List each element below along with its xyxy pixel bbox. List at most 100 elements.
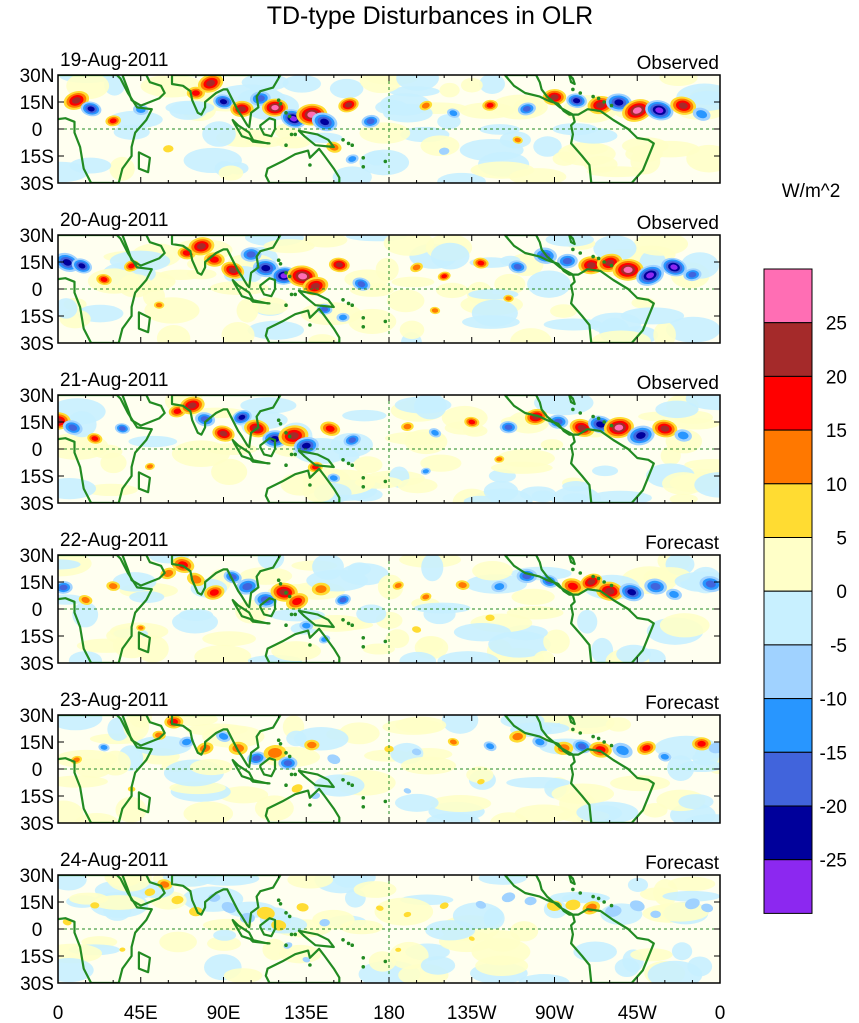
coastlines: [58, 75, 655, 183]
island: [578, 571, 583, 575]
contour-band: [138, 625, 144, 630]
weak-anomaly: [223, 968, 263, 983]
contour-band: [376, 905, 384, 911]
negative-anomaly: [302, 957, 311, 963]
negative-anomaly: [361, 114, 380, 128]
lat-label: 30S: [20, 654, 54, 675]
positive-anomaly: [230, 100, 254, 118]
island: [289, 612, 294, 617]
island: [361, 956, 366, 960]
longitude-axis: 0 45E 90E 135E 180 135W 90W 45W 0: [53, 1003, 726, 1023]
contour-band: [301, 442, 311, 449]
positive-anomaly: [188, 237, 215, 256]
panel-date: 21-Aug-2011: [60, 370, 168, 391]
weak-anomaly: [621, 307, 685, 325]
negative-anomaly: [195, 412, 216, 427]
positive-anomaly: [447, 737, 460, 747]
weak-anomaly: [210, 280, 269, 296]
olr-field: [58, 875, 720, 983]
weak-anomaly: [421, 555, 444, 582]
panel-date: 23-Aug-2011: [60, 690, 168, 711]
weak-anomaly: [466, 766, 494, 783]
positive-anomaly: [596, 581, 624, 601]
weak-anomaly: [399, 320, 425, 340]
panel-kind: Observed: [637, 213, 719, 234]
island: [361, 805, 366, 809]
weak-anomaly: [159, 931, 197, 953]
negative-anomaly: [327, 754, 341, 765]
contour-band: [573, 98, 581, 104]
contour-band: [705, 580, 716, 588]
weak-anomaly: [416, 636, 444, 652]
positive-anomaly: [320, 421, 341, 436]
contour-band: [320, 118, 330, 126]
contour-band: [422, 469, 429, 474]
weak-anomaly: [533, 650, 555, 663]
positive-anomaly: [512, 136, 523, 144]
weak-anomaly: [117, 273, 153, 298]
contour-band: [78, 263, 86, 269]
olr-field: [58, 395, 720, 503]
positive-anomaly: [403, 911, 412, 918]
lat-label: 30N: [20, 226, 55, 247]
contour-band: [59, 584, 68, 591]
coastline: [264, 787, 341, 823]
weak-anomaly: [550, 304, 577, 318]
contour-band: [696, 110, 708, 119]
weak-anomaly: [257, 555, 285, 570]
positive-anomaly: [468, 936, 475, 941]
contour-band: [565, 899, 581, 911]
weak-anomaly: [183, 801, 234, 823]
weak-anomaly: [439, 82, 460, 98]
contour-band: [477, 260, 485, 266]
positive-anomaly: [263, 744, 287, 761]
weak-anomaly: [374, 897, 434, 926]
island: [293, 612, 298, 617]
positive-anomaly: [197, 75, 224, 93]
units-label: W/m^2: [782, 181, 841, 202]
contour-band: [614, 99, 624, 106]
weak-anomaly: [342, 409, 387, 422]
coastline: [121, 875, 166, 907]
weak-anomaly: [362, 643, 395, 655]
island: [284, 783, 288, 787]
weak-anomaly: [479, 75, 505, 94]
lon-label: 90W: [535, 1003, 574, 1023]
negative-anomaly: [311, 112, 338, 132]
contour-band: [384, 745, 394, 753]
weak-anomaly: [287, 875, 334, 889]
positive-anomaly: [565, 899, 581, 911]
colorbar-swatch: [763, 537, 813, 592]
lat-label: 30S: [20, 974, 54, 995]
positive-anomaly: [328, 257, 350, 273]
negative-anomaly: [517, 102, 536, 116]
island: [602, 420, 606, 424]
contour-band: [567, 582, 578, 590]
contour-band: [513, 263, 522, 270]
weak-anomaly: [472, 561, 513, 581]
colorbar-swatch: [763, 698, 813, 753]
contour-band: [348, 437, 357, 443]
positive-anomaly: [637, 741, 656, 755]
weak-anomaly: [633, 235, 689, 256]
weak-anomaly: [586, 166, 648, 178]
contour-band: [650, 582, 661, 591]
coastline: [259, 117, 277, 138]
contour-band: [261, 264, 271, 272]
positive-anomaly: [485, 614, 495, 622]
contour-band: [292, 597, 303, 606]
weak-anomaly: [667, 755, 695, 781]
positive-anomaly: [437, 271, 451, 281]
olr-field: [58, 235, 720, 343]
positive-anomaly: [119, 947, 126, 952]
contour-band: [395, 947, 402, 952]
island: [578, 731, 583, 735]
negative-anomaly: [524, 896, 537, 906]
island: [308, 803, 312, 807]
contour-band: [171, 895, 184, 905]
island: [383, 959, 388, 964]
contour-band: [412, 626, 422, 633]
weak-anomaly: [194, 644, 252, 663]
positive-anomaly: [464, 416, 480, 428]
contour-band: [219, 430, 228, 437]
